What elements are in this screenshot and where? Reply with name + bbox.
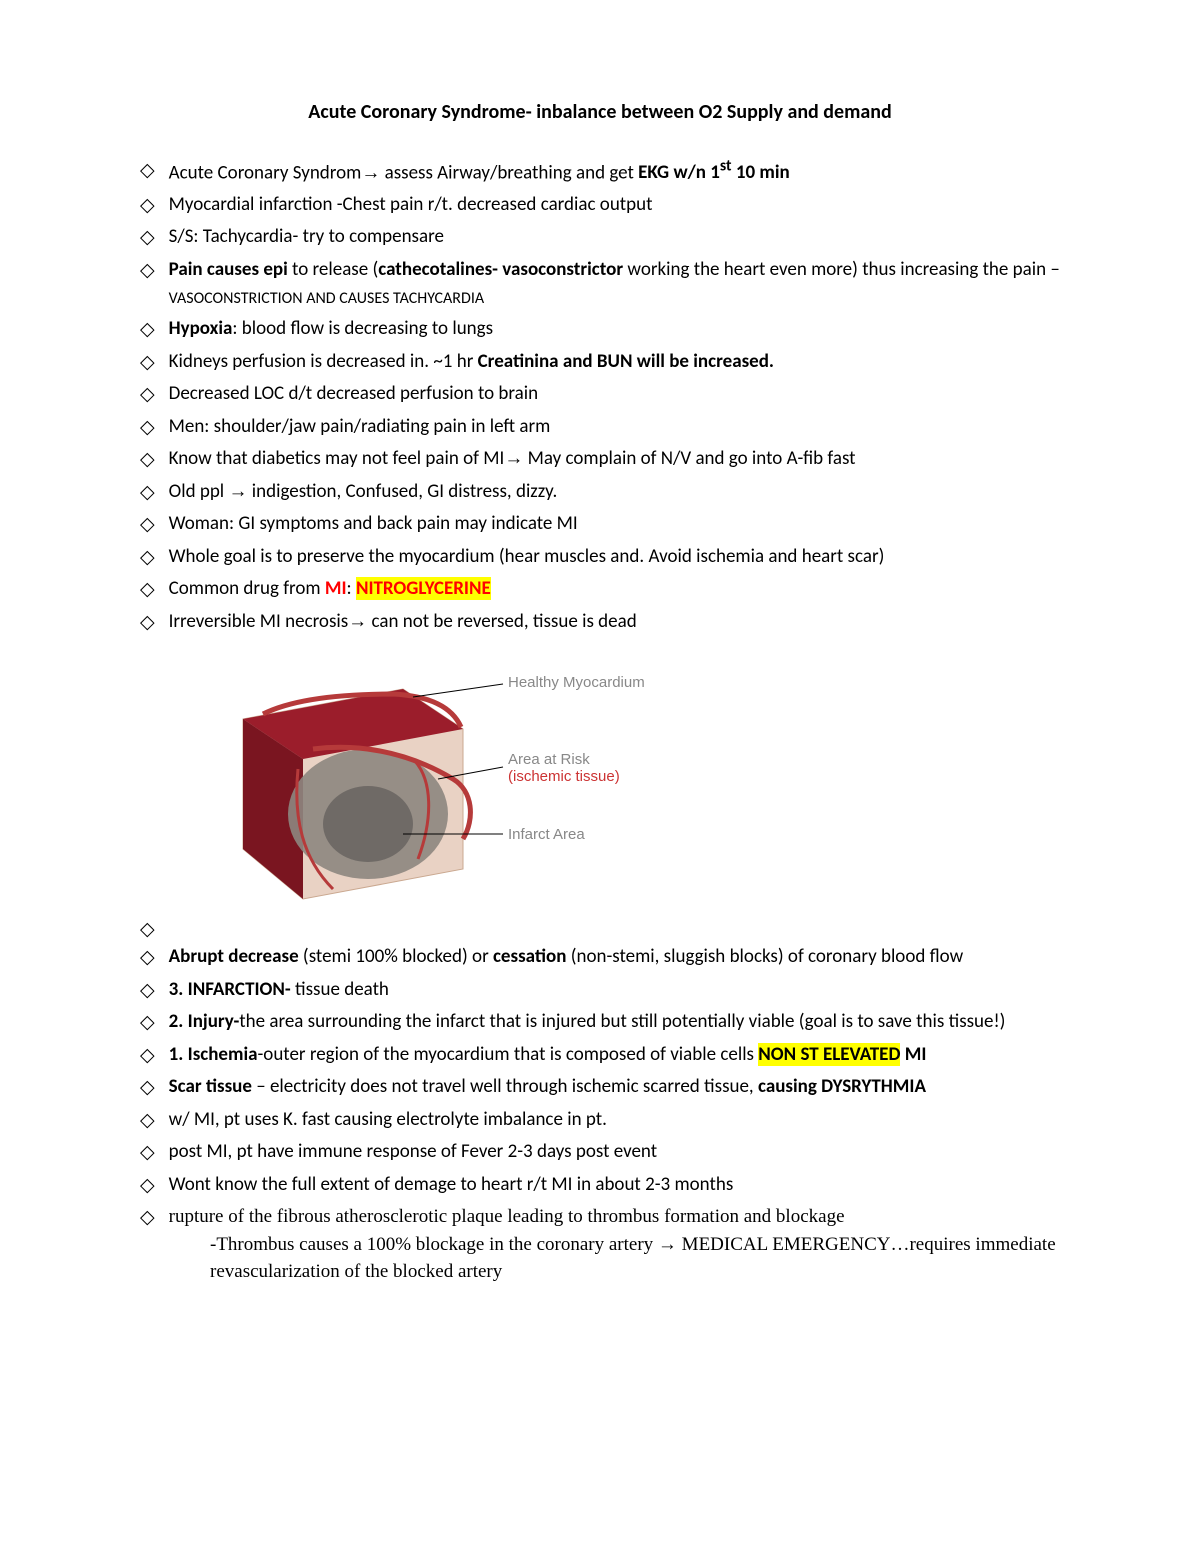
list-item: ◇ Wont know the full extent of demage to… bbox=[140, 1171, 1060, 1200]
bullet-text: post MI, pt have immune response of Feve… bbox=[169, 1138, 1060, 1166]
diamond-icon: ◇ bbox=[140, 349, 155, 377]
diamond-icon: ◇ bbox=[140, 609, 155, 637]
diamond-icon: ◇ bbox=[140, 916, 155, 944]
list-item: ◇ w/ MI, pt uses K. fast causing electro… bbox=[140, 1106, 1060, 1135]
list-item: ◇ 1. Ischemia-outer region of the myocar… bbox=[140, 1041, 1060, 1070]
list-item: ◇ Woman: GI symptoms and back pain may i… bbox=[140, 510, 1060, 539]
bullet-text: Acute Coronary Syndrom→ assess Airway/br… bbox=[169, 156, 1060, 187]
diamond-icon: ◇ bbox=[140, 224, 155, 252]
bullet-text: 3. INFARCTION- tissue death bbox=[169, 976, 1060, 1004]
diamond-icon: ◇ bbox=[140, 977, 155, 1005]
bullet-text: Kidneys perfusion is decreased in. ~1 hr… bbox=[169, 348, 1060, 376]
list-item: ◇ bbox=[140, 915, 1060, 944]
list-item: ◇ Know that diabetics may not feel pain … bbox=[140, 445, 1060, 474]
list-item: ◇ post MI, pt have immune response of Fe… bbox=[140, 1138, 1060, 1167]
bullet-text: Pain causes epi to release (cathecotalin… bbox=[169, 256, 1060, 311]
list-item: ◇ Abrupt decrease (stemi 100% blocked) o… bbox=[140, 943, 1060, 972]
diamond-icon: ◇ bbox=[140, 446, 155, 474]
bullet-text: Abrupt decrease (stemi 100% blocked) or … bbox=[169, 943, 1060, 971]
list-item: ◇ Old ppl → indigestion, Confused, GI di… bbox=[140, 478, 1060, 507]
myocardium-svg: Healthy Myocardium Area at Risk (ischemi… bbox=[203, 649, 663, 909]
bullet-text: Common drug from MI: NITROGLYCERINE bbox=[169, 575, 1060, 603]
list-item: ◇ Pain causes epi to release (cathecotal… bbox=[140, 256, 1060, 311]
myocardium-diagram: Healthy Myocardium Area at Risk (ischemi… bbox=[203, 649, 663, 909]
diamond-icon: ◇ bbox=[140, 192, 155, 220]
list-item: ◇ Decreased LOC d/t decreased perfusion … bbox=[140, 380, 1060, 409]
list-item: ◇ Hypoxia: blood flow is decreasing to l… bbox=[140, 315, 1060, 344]
bullet-text: S/S: Tachycardia- try to compensare bbox=[169, 223, 1060, 251]
bullet-text: Scar tissue – electricity does not trave… bbox=[169, 1073, 1060, 1101]
diamond-icon: ◇ bbox=[140, 1139, 155, 1167]
list-item: ◇ 2. Injury-the area surrounding the inf… bbox=[140, 1008, 1060, 1037]
diamond-icon: ◇ bbox=[140, 1172, 155, 1200]
bullet-text: Myocardial infarction -Chest pain r/t. d… bbox=[169, 191, 1060, 219]
diamond-icon: ◇ bbox=[140, 944, 155, 972]
page-title: Acute Coronary Syndrome- inbalance betwe… bbox=[140, 100, 1060, 124]
diamond-icon: ◇ bbox=[140, 381, 155, 409]
bullet-text: w/ MI, pt uses K. fast causing electroly… bbox=[169, 1106, 1060, 1134]
bullet-text: rupture of the fibrous atherosclerotic p… bbox=[169, 1203, 1060, 1231]
diamond-icon: ◇ bbox=[140, 316, 155, 344]
diagram-label-infarct: Infarct Area bbox=[508, 826, 585, 843]
list-item: ◇ Kidneys perfusion is decreased in. ~1 … bbox=[140, 348, 1060, 377]
sub-indent-text: -Thrombus causes a 100% blockage in the … bbox=[140, 1232, 1060, 1285]
document-page: Acute Coronary Syndrome- inbalance betwe… bbox=[0, 0, 1200, 1365]
list-item: ◇ Irreversible MI necrosis→ can not be r… bbox=[140, 608, 1060, 637]
list-item: ◇ 3. INFARCTION- tissue death bbox=[140, 976, 1060, 1005]
diamond-icon: ◇ bbox=[140, 1042, 155, 1070]
diamond-icon: ◇ bbox=[140, 1107, 155, 1135]
list-item-diagram-row: ◇ bbox=[140, 641, 1060, 915]
bullet-text: Irreversible MI necrosis→ can not be rev… bbox=[169, 608, 1060, 636]
bullet-text: Old ppl → indigestion, Confused, GI dist… bbox=[169, 478, 1060, 506]
diamond-icon: ◇ bbox=[140, 257, 155, 285]
list-item: ◇ Acute Coronary Syndrom→ assess Airway/… bbox=[140, 156, 1060, 187]
diamond-icon: ◇ bbox=[140, 544, 155, 572]
bullet-text: 2. Injury-the area surrounding the infar… bbox=[169, 1008, 1060, 1036]
bullet-text: 1. Ischemia-outer region of the myocardi… bbox=[169, 1041, 1060, 1069]
bullet-text: Whole goal is to preserve the myocardium… bbox=[169, 543, 1060, 571]
bullet-text: Men: shoulder/jaw pain/radiating pain in… bbox=[169, 413, 1060, 441]
diagram-label-risk1: Area at Risk bbox=[508, 751, 590, 768]
bullet-list: ◇ Acute Coronary Syndrom→ assess Airway/… bbox=[140, 156, 1060, 1232]
diamond-icon: ◇ bbox=[140, 414, 155, 442]
diamond-icon: ◇ bbox=[140, 1074, 155, 1102]
list-item: ◇ Scar tissue – electricity does not tra… bbox=[140, 1073, 1060, 1102]
list-item: ◇ Men: shoulder/jaw pain/radiating pain … bbox=[140, 413, 1060, 442]
diagram-label-risk2: (ischemic tissue) bbox=[508, 768, 620, 785]
diamond-icon: ◇ bbox=[140, 1009, 155, 1037]
bullet-text: Woman: GI symptoms and back pain may ind… bbox=[169, 510, 1060, 538]
list-item: ◇ Myocardial infarction -Chest pain r/t.… bbox=[140, 191, 1060, 220]
list-item: ◇ rupture of the fibrous atherosclerotic… bbox=[140, 1203, 1060, 1232]
bullet-text: Decreased LOC d/t decreased perfusion to… bbox=[169, 380, 1060, 408]
list-item: ◇ Common drug from MI: NITROGLYCERINE bbox=[140, 575, 1060, 604]
bullet-text: Know that diabetics may not feel pain of… bbox=[169, 445, 1060, 473]
list-item: ◇ Whole goal is to preserve the myocardi… bbox=[140, 543, 1060, 572]
diamond-icon: ◇ bbox=[140, 157, 155, 185]
diamond-icon: ◇ bbox=[140, 576, 155, 604]
bullet-text: Wont know the full extent of demage to h… bbox=[169, 1171, 1060, 1199]
bullet-text: Hypoxia: blood flow is decreasing to lun… bbox=[169, 315, 1060, 343]
diamond-icon: ◇ bbox=[140, 479, 155, 507]
diamond-icon: ◇ bbox=[140, 1204, 155, 1232]
diamond-icon: ◇ bbox=[140, 511, 155, 539]
list-item: ◇ S/S: Tachycardia- try to compensare bbox=[140, 223, 1060, 252]
diagram-label-healthy: Healthy Myocardium bbox=[508, 674, 645, 691]
